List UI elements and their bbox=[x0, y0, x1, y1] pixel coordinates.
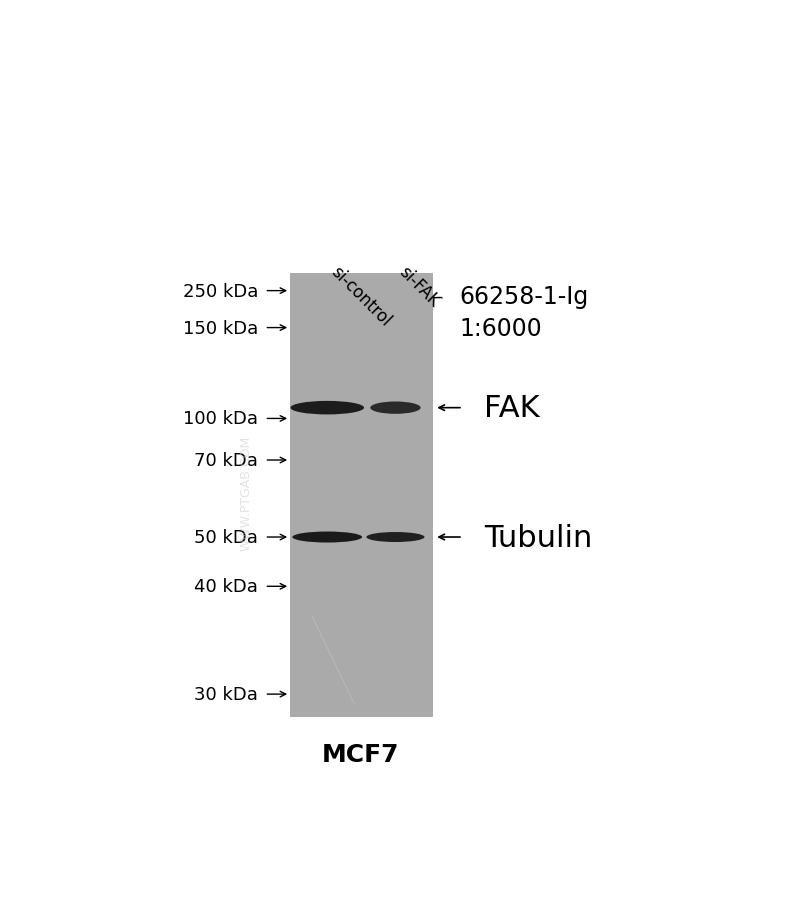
Text: 100 kDa: 100 kDa bbox=[183, 410, 258, 428]
Text: FAK: FAK bbox=[484, 394, 540, 423]
Ellipse shape bbox=[366, 532, 424, 542]
Bar bbox=[290, 273, 432, 716]
Text: 150 kDa: 150 kDa bbox=[183, 319, 258, 337]
Text: Tubulin: Tubulin bbox=[484, 523, 593, 552]
Text: 40 kDa: 40 kDa bbox=[194, 577, 258, 595]
Text: 30 kDa: 30 kDa bbox=[194, 686, 258, 704]
Text: si-FAK: si-FAK bbox=[395, 263, 443, 311]
Text: MCF7: MCF7 bbox=[322, 742, 399, 767]
Text: WWW.PTGAB.COM: WWW.PTGAB.COM bbox=[239, 436, 252, 550]
Text: si-control: si-control bbox=[327, 263, 394, 330]
Ellipse shape bbox=[293, 532, 362, 543]
Text: 66258-1-Ig
1:6000: 66258-1-Ig 1:6000 bbox=[459, 285, 589, 341]
Ellipse shape bbox=[290, 401, 364, 415]
Text: 70 kDa: 70 kDa bbox=[194, 452, 258, 470]
Ellipse shape bbox=[370, 402, 421, 414]
Text: 250 kDa: 250 kDa bbox=[183, 282, 258, 300]
Text: 50 kDa: 50 kDa bbox=[194, 529, 258, 547]
